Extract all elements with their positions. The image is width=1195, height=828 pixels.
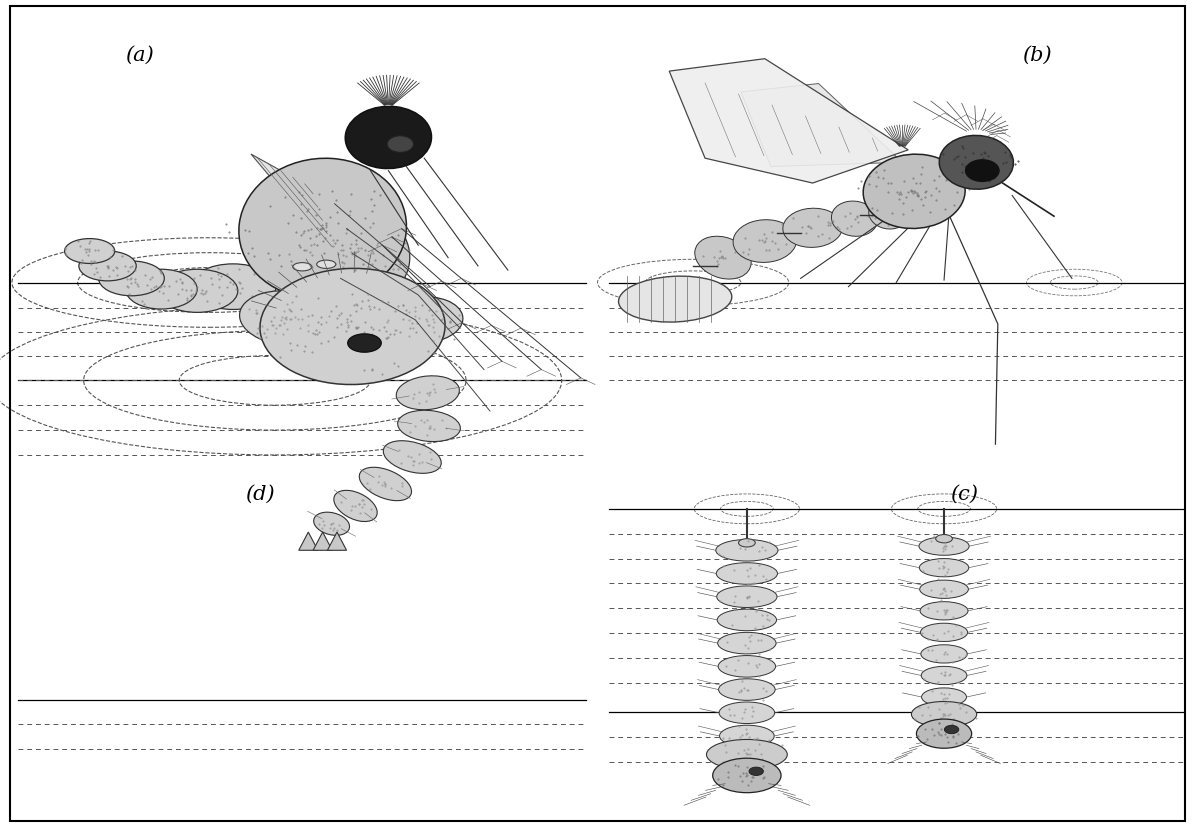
- Ellipse shape: [79, 252, 136, 282]
- Ellipse shape: [718, 633, 776, 654]
- Polygon shape: [299, 532, 318, 551]
- Ellipse shape: [317, 261, 336, 269]
- Ellipse shape: [360, 468, 411, 501]
- Ellipse shape: [98, 262, 164, 296]
- Ellipse shape: [157, 270, 238, 313]
- Ellipse shape: [917, 720, 972, 749]
- Ellipse shape: [966, 161, 999, 182]
- Ellipse shape: [919, 559, 969, 577]
- Ellipse shape: [293, 263, 312, 272]
- Ellipse shape: [717, 609, 777, 631]
- Polygon shape: [251, 155, 335, 254]
- Ellipse shape: [718, 679, 776, 700]
- Ellipse shape: [716, 563, 778, 585]
- Text: (d): (d): [245, 484, 275, 503]
- Ellipse shape: [348, 335, 381, 353]
- Ellipse shape: [397, 377, 459, 410]
- Polygon shape: [327, 532, 347, 551]
- Ellipse shape: [261, 269, 445, 385]
- Ellipse shape: [921, 667, 967, 685]
- Ellipse shape: [345, 108, 431, 169]
- Ellipse shape: [912, 701, 976, 727]
- Ellipse shape: [384, 441, 441, 474]
- Ellipse shape: [716, 540, 778, 561]
- Ellipse shape: [749, 768, 764, 776]
- Text: (c): (c): [950, 484, 978, 503]
- Ellipse shape: [921, 645, 967, 663]
- Ellipse shape: [719, 725, 774, 747]
- Ellipse shape: [717, 586, 777, 608]
- Polygon shape: [669, 60, 908, 184]
- Ellipse shape: [920, 623, 968, 642]
- Ellipse shape: [919, 537, 969, 556]
- Ellipse shape: [944, 725, 958, 734]
- Ellipse shape: [863, 155, 966, 229]
- Ellipse shape: [733, 220, 797, 263]
- Ellipse shape: [920, 580, 968, 599]
- Ellipse shape: [239, 291, 335, 346]
- Ellipse shape: [739, 539, 755, 547]
- Ellipse shape: [869, 198, 909, 229]
- Ellipse shape: [921, 688, 967, 706]
- Ellipse shape: [936, 535, 952, 543]
- Ellipse shape: [783, 209, 842, 248]
- Ellipse shape: [387, 137, 413, 153]
- Ellipse shape: [313, 513, 350, 536]
- Ellipse shape: [619, 277, 731, 323]
- Ellipse shape: [920, 602, 968, 620]
- Polygon shape: [741, 84, 902, 167]
- Ellipse shape: [706, 739, 788, 770]
- Ellipse shape: [719, 702, 774, 724]
- Ellipse shape: [939, 137, 1013, 190]
- Polygon shape: [313, 532, 332, 551]
- Ellipse shape: [239, 159, 406, 300]
- Ellipse shape: [832, 202, 877, 237]
- Ellipse shape: [398, 411, 460, 442]
- Text: (a): (a): [125, 46, 154, 65]
- Ellipse shape: [694, 237, 752, 280]
- Ellipse shape: [295, 205, 410, 304]
- Ellipse shape: [712, 758, 782, 792]
- Ellipse shape: [902, 197, 942, 225]
- Ellipse shape: [190, 264, 276, 310]
- Text: (b): (b): [1022, 46, 1052, 65]
- Ellipse shape: [65, 239, 115, 264]
- Ellipse shape: [386, 297, 462, 344]
- Ellipse shape: [125, 270, 197, 310]
- Ellipse shape: [333, 491, 378, 522]
- Ellipse shape: [718, 656, 776, 677]
